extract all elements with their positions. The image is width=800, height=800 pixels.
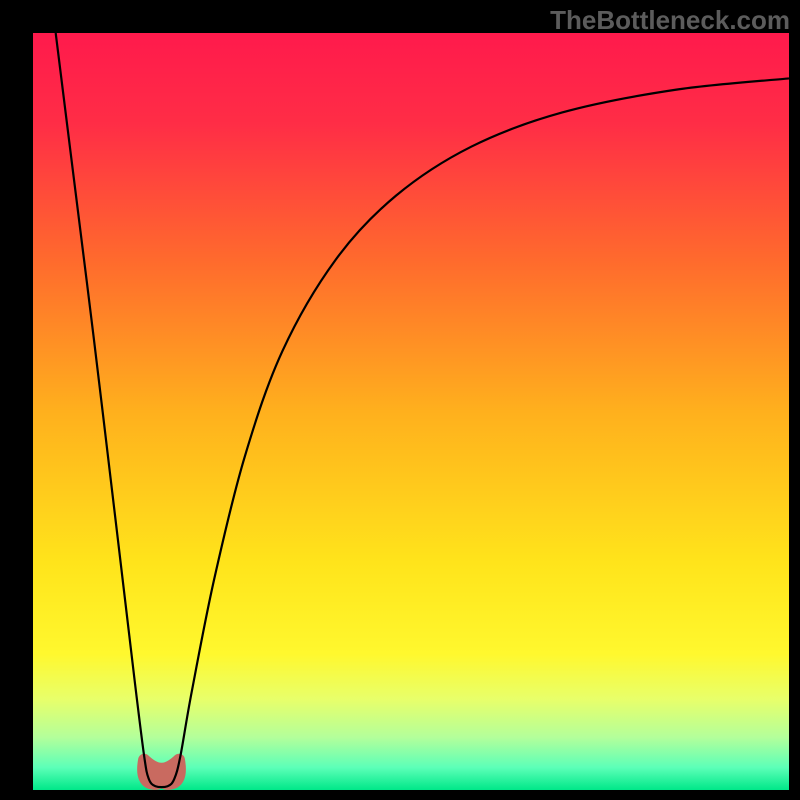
watermark-label: TheBottleneck.com [550, 5, 790, 36]
plot-area [33, 33, 789, 790]
plot-background [33, 33, 789, 790]
chart-container: TheBottleneck.com [0, 0, 800, 800]
